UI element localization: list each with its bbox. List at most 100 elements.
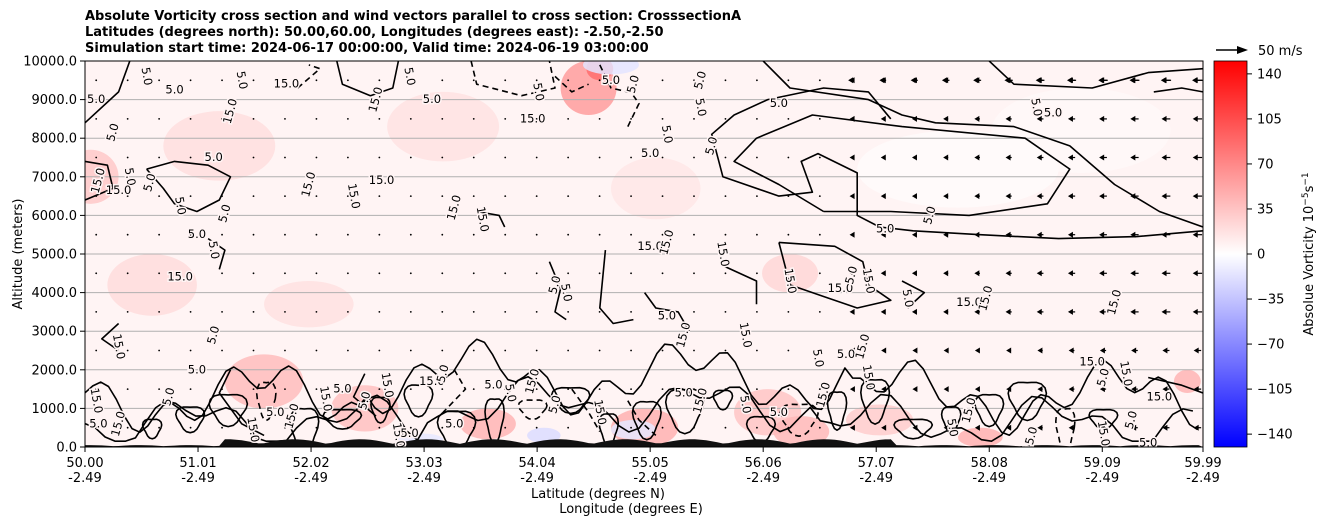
wind-vector-dot [787,311,790,313]
wind-vector-arrow-icon [974,193,980,200]
contour-line [85,160,114,201]
wind-vector-arrow-icon [1130,231,1136,238]
wind-vector-dot [252,272,255,275]
wind-vector-arrow-icon [974,270,980,277]
wind-vector-dot [472,79,475,82]
wind-vector-dot [535,233,538,236]
wind-vector-dot [95,388,98,390]
x-tick-label-lon: -2.49 [181,471,215,486]
heat-patch [527,427,561,444]
heat-patch [583,61,639,75]
wind-vector-dot [158,311,161,313]
contour-label: 5.0 [204,324,222,345]
contour-line [550,386,591,415]
wind-vector-dot [787,118,790,120]
contour-line [175,406,206,434]
contour-line [901,280,926,309]
contour-line [141,418,163,440]
wind-vector-dot [693,79,695,82]
wind-vector-arrow-icon [1099,115,1105,122]
contour-label: 15.0 [591,398,609,426]
wind-vector-dot [378,79,381,82]
contour-line [370,396,391,424]
wind-vector-arrow-icon [912,386,918,393]
x-tick-label-lat: 58.08 [971,456,1008,471]
contour-line [484,398,505,445]
heat-patch [762,253,819,293]
contour-line [1153,87,1203,93]
wind-vector-dot [567,272,570,275]
wind-vector-dot [504,311,507,313]
contour-line [571,388,601,433]
wind-vector-dot [315,349,318,352]
wind-vector-dot [693,388,695,390]
contour-line [517,399,548,421]
wind-vector-arrow-icon [1099,308,1105,315]
wind-vector-arrow-icon [1035,77,1041,84]
contour-line [1007,381,1048,422]
wind-vector-arrow-icon [974,386,980,393]
wind-vector-dot [724,118,727,120]
contour-line [322,408,363,430]
wind-vector-dot [724,311,727,313]
wind-vector-dot [630,426,632,429]
wind-vector-arrow-icon [911,231,917,238]
wind-vector-dot [284,233,286,236]
contour-line [470,61,556,97]
contour-line [762,61,1203,228]
contour-label: 15.0 [956,295,982,309]
x-tick-label-lat: 52.02 [292,456,329,471]
wind-vector-dot [284,195,286,198]
wind-vector-dot [504,233,507,236]
contour-line [1088,408,1119,430]
wind-vector-dot [818,426,821,429]
contour-label: 5.0 [333,382,351,396]
wind-vector-arrow-icon [1193,347,1199,354]
wind-vector-dot [630,156,632,159]
contour-label: 5.0 [691,70,709,91]
wind-vector-arrow-icon [881,347,887,354]
contour-label: 5.0 [1122,409,1140,430]
contour-line [710,87,1203,240]
wind-vector-arrow-icon [1161,115,1167,122]
wind-vector-dot [693,426,695,429]
wind-vector-arrow-icon [943,424,949,431]
wind-vector-arrow-icon [911,270,917,277]
wind-vector-dot [441,311,444,313]
wind-vector-dot [472,156,475,159]
contour-label: 15.0 [1095,420,1113,448]
wind-vector-arrow-icon [1193,386,1199,393]
contour-label: 5.0 [545,274,563,295]
colorbar-tick-label: 105 [1257,112,1282,127]
wind-vector-dot [724,349,727,352]
wind-vector-dot [284,426,286,429]
contour-label: 5.0 [215,203,233,224]
wind-vector-dot [567,79,570,82]
quiver-key-arrow-icon [1237,46,1248,54]
contour-label: 5.0 [188,362,206,376]
wind-vector-dot [504,195,507,198]
wind-vector-arrow-icon [1161,154,1167,161]
wind-vector-dot [315,156,318,159]
contour-label: 15.0 [88,387,106,415]
wind-vectors [95,77,1203,431]
wind-vector-dot [252,156,255,159]
x-tick-label-lat: 55.05 [632,456,669,471]
wind-vector-dot [535,79,538,82]
wind-vector-arrow-icon [1067,231,1073,238]
y-tick-label: 8000.0 [32,132,78,147]
wind-vector-dot [630,118,632,120]
contour-label: 5.0 [545,394,563,415]
wind-vector-dot [315,118,318,120]
wind-vector-dot [598,426,601,429]
y-axis-label: Altitude (meters) [11,199,26,310]
wind-vector-dot [630,349,632,352]
wind-vector-dot [409,349,412,352]
wind-vector-dot [221,118,223,120]
wind-vector-dot [472,195,475,198]
colorbar-tick-label: −70 [1257,338,1284,353]
wind-vector-dot [441,156,444,159]
wind-vector-arrow-icon [1161,308,1167,315]
wind-vector-dot [158,79,161,82]
wind-vector-dot [567,156,570,159]
